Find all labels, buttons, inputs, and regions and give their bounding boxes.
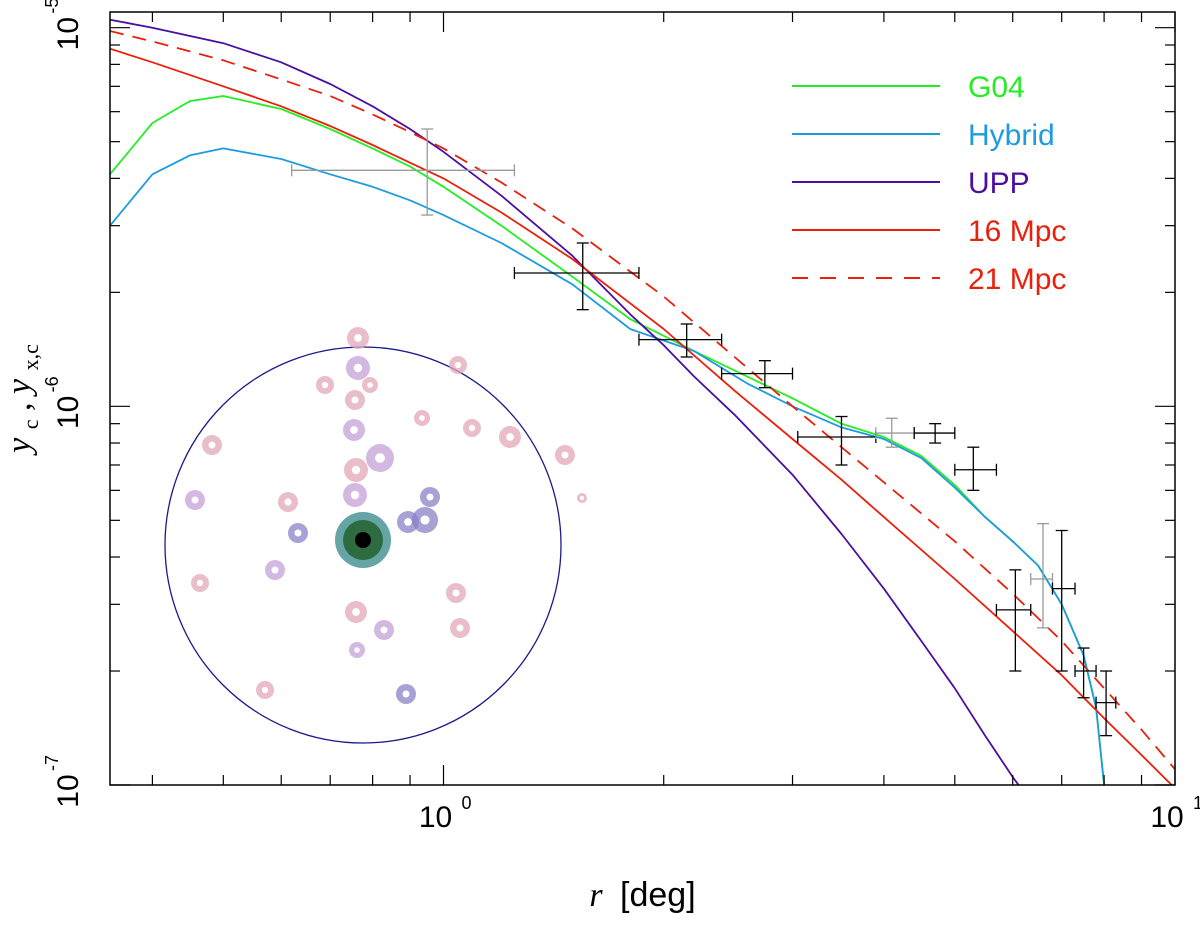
legend-label-1: Hybrid — [968, 119, 1055, 152]
y-tick-label-group-2: 10-5 — [42, 0, 85, 50]
inset-blob-hole-20 — [294, 529, 302, 537]
inset-blob-hole-7 — [321, 381, 329, 389]
series-line-g04 — [110, 95, 1105, 785]
sky-map-inset — [164, 327, 587, 744]
y-tick-exp-2: -5 — [42, 0, 62, 14]
tick-labels: 10 0 10 110-710-610-5 — [42, 0, 1200, 834]
y-axis-label-y1: y — [1, 437, 38, 456]
y-tick-label-1: 10 — [52, 396, 85, 429]
inset-blob-hole-11 — [468, 424, 476, 432]
y-axis-label-sub1: c — [18, 419, 43, 429]
y-axis-label-sub2: x,c — [18, 344, 43, 371]
data-point-2 — [638, 323, 723, 358]
y-axis-label-y2: y — [1, 378, 38, 397]
inset-blob-hole-21 — [271, 566, 279, 574]
inset-blob-hole-17 — [426, 493, 434, 501]
x-axis-label-var: r — [589, 877, 603, 914]
x-tick-exp-0: 0 — [462, 793, 472, 813]
inset-blob-hole-28 — [402, 690, 410, 698]
x-axis-label: r [deg] — [589, 876, 695, 914]
y-tick-label-group-0: 10-7 — [42, 755, 85, 808]
inset-blob-hole-14 — [208, 441, 216, 449]
data-point-11 — [1074, 647, 1097, 699]
plot-frame — [109, 11, 1176, 786]
data-point-9 — [1030, 522, 1054, 629]
inset-blob-hole-23 — [452, 589, 460, 597]
inset-blob-hole-9 — [454, 361, 462, 369]
inset-blob-hole-19 — [404, 518, 412, 526]
inset-blob-hole-3 — [350, 426, 358, 434]
x-axis-label-unit: [deg] — [620, 876, 696, 914]
data-point-8 — [995, 569, 1032, 672]
inset-blob-hole-15 — [191, 496, 199, 504]
inset-blob-hole-13 — [419, 415, 425, 421]
data-point-3 — [720, 360, 794, 389]
data-point-1 — [513, 242, 640, 311]
inset-blob-hole-10 — [506, 433, 514, 441]
inset-blob-hole-12 — [561, 451, 569, 459]
y-tick-exp-0: -7 — [42, 755, 62, 771]
inset-blob-hole-18 — [420, 515, 430, 525]
data-point-4 — [797, 415, 877, 466]
data-point-10 — [1051, 529, 1076, 672]
series-line-hybrid — [110, 147, 1105, 785]
inset-blob-hole-0 — [354, 334, 362, 342]
x-tick-exp-1: 1 — [1193, 793, 1200, 813]
series-line-upp — [110, 18, 1020, 785]
inset-blob-hole-6 — [350, 490, 360, 500]
series-line-16-mpc — [110, 47, 1173, 785]
data-point-12 — [1095, 670, 1117, 737]
inset-blob-hole-27 — [354, 647, 360, 653]
inset-center-dot — [355, 532, 371, 548]
data-point-7 — [954, 446, 998, 491]
inset-blob-hole-2 — [351, 396, 359, 404]
legend-label-4: 21 Mpc — [968, 263, 1066, 296]
y-tick-label-0: 10 — [52, 774, 85, 807]
inset-blob-hole-22 — [196, 579, 204, 587]
legend: G04 Hybrid UPP 16 Mpc 21 Mpc — [792, 71, 1066, 296]
data-points — [290, 128, 1117, 737]
inset-blob-hole-30 — [580, 496, 584, 500]
legend-label-0: G04 — [968, 71, 1025, 104]
legend-label-3: 16 Mpc — [968, 215, 1066, 248]
data-point-0 — [290, 128, 516, 216]
x-tick-label-0: 10 — [419, 801, 452, 834]
inset-blob-hole-16 — [284, 498, 292, 506]
data-point-6 — [913, 423, 956, 444]
x-tick-label-1: 10 — [1150, 801, 1183, 834]
y-tick-exp-1: -6 — [42, 376, 62, 392]
series-line-21-mpc — [110, 30, 1175, 770]
inset-blob-hole-29 — [261, 686, 269, 694]
legend-label-2: UPP — [968, 167, 1030, 200]
data-point-5 — [875, 417, 915, 448]
y-tick-label-group-1: 10-6 — [42, 376, 85, 429]
inset-blob-hole-1 — [353, 363, 363, 373]
axis-ticks — [110, 12, 1176, 786]
inset-blob-hole-25 — [380, 626, 388, 634]
y-axis-label-sep: , — [1, 394, 38, 411]
inset-blob-hole-26 — [352, 608, 360, 616]
model-curves — [110, 18, 1175, 785]
y-axis-label: y c , y x,c — [1, 344, 46, 456]
inset-blob-hole-8 — [367, 382, 373, 388]
inset-blob-hole-4 — [375, 453, 385, 463]
inset-blob-hole-5 — [351, 465, 361, 475]
y-tick-label-2: 10 — [52, 17, 85, 50]
inset-blob-hole-24 — [456, 624, 464, 632]
